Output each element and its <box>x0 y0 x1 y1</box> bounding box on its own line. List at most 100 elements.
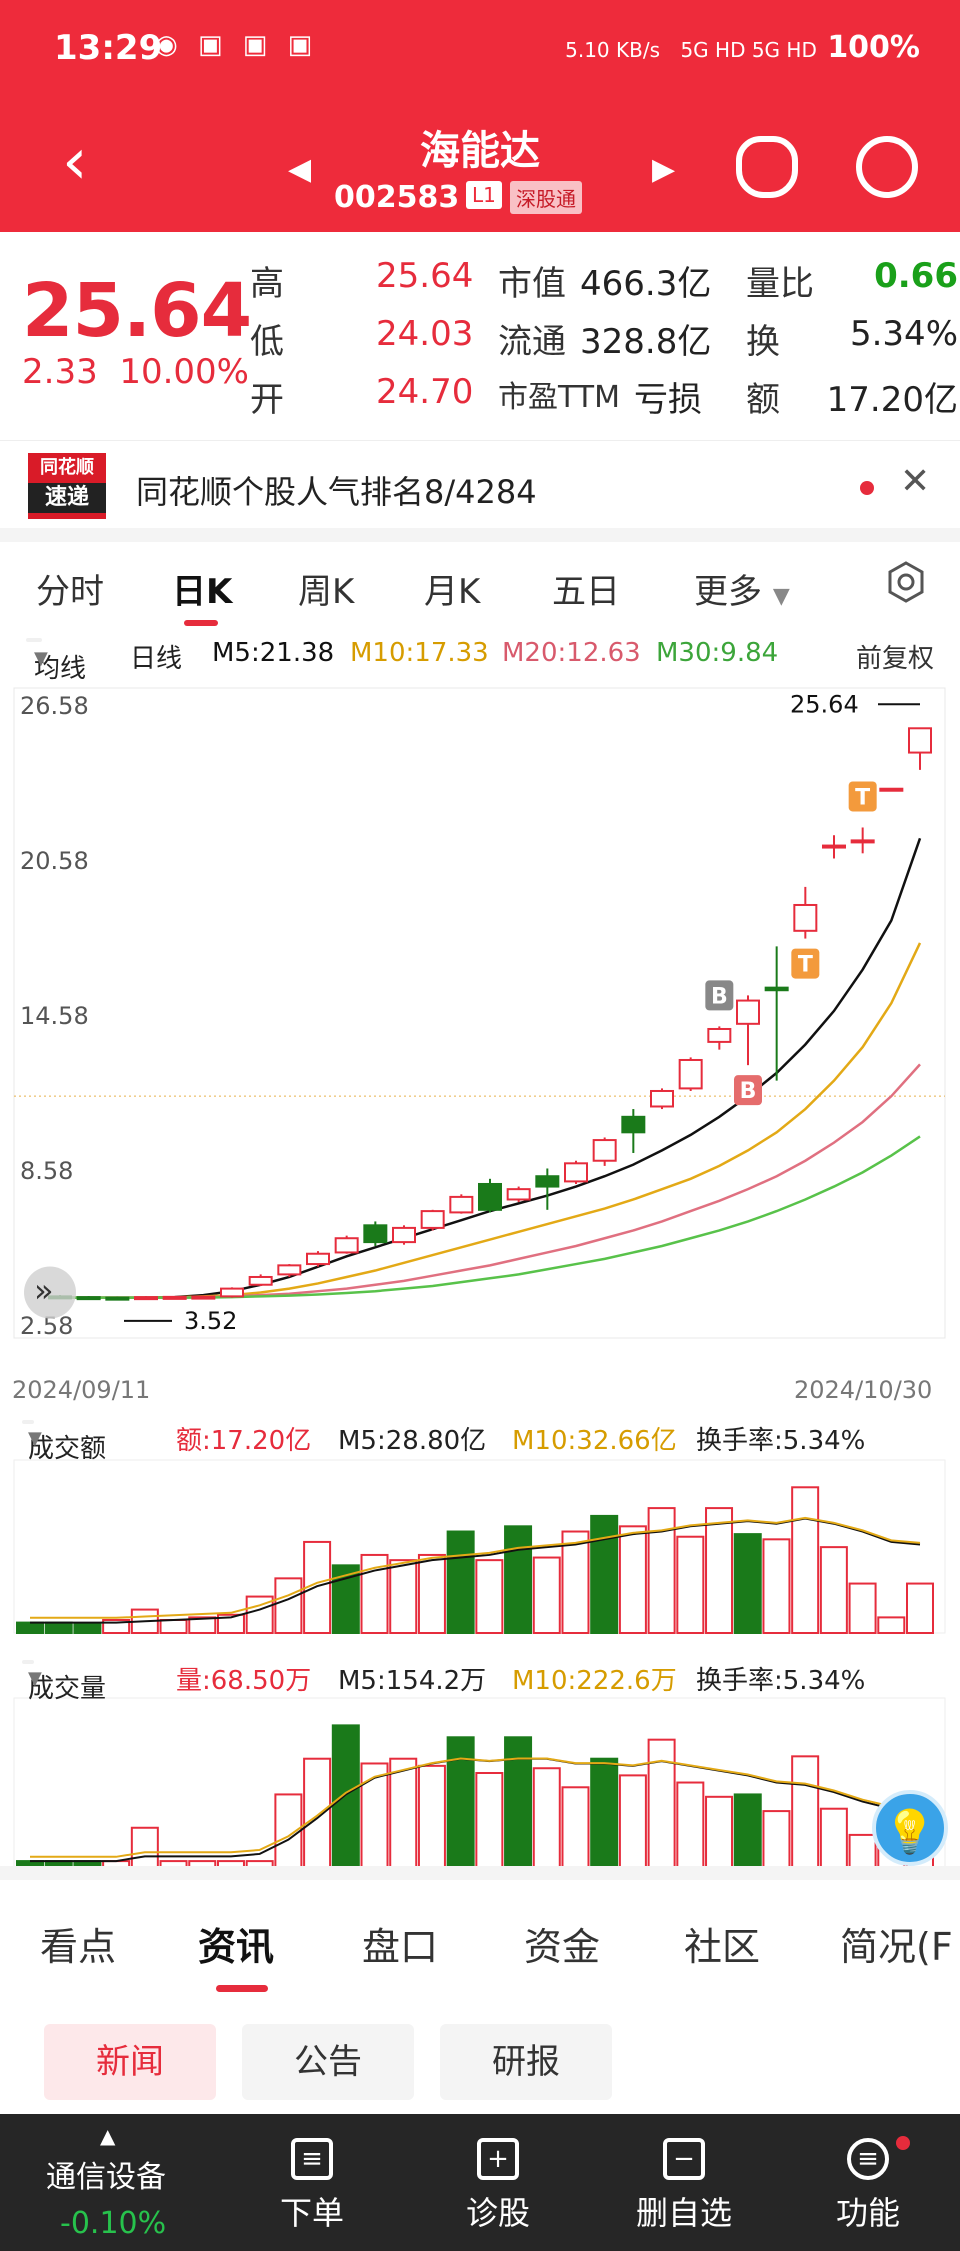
label-pe: 市盈TTM <box>498 380 621 415</box>
tab-daily-k[interactable]: 日K <box>172 572 233 612</box>
amount-bar <box>73 1622 102 1635</box>
divider <box>0 528 960 542</box>
tab-order-book[interactable]: 盘口 <box>362 1925 439 1969</box>
subtab-announcements[interactable]: 公告 <box>242 2024 414 2100</box>
trade-marker <box>848 781 877 812</box>
volume-bar <box>647 1738 676 1874</box>
chevron-down-icon: ▼ <box>34 648 48 669</box>
volume-m10: M10:222.6万 <box>512 1666 677 1696</box>
amount-bar <box>16 1621 44 1635</box>
value-market-cap: 466.3亿 <box>580 264 712 304</box>
amount-bar <box>532 1556 561 1635</box>
volume-bar <box>561 1786 590 1875</box>
amount-bar <box>475 1559 504 1635</box>
subtab-news[interactable]: 新闻 <box>44 2024 216 2100</box>
label-open: 开 <box>250 380 284 420</box>
volume-m5: M5:154.2万 <box>338 1666 487 1696</box>
level-badge: L1 <box>466 181 502 209</box>
volume-bar <box>762 1810 791 1874</box>
functions-button[interactable]: ≡ 功能 <box>808 2138 928 2234</box>
amount-bar <box>733 1533 762 1634</box>
value-pe: 亏损 <box>634 380 702 420</box>
label-float-cap: 流通 <box>498 322 566 362</box>
candle-body <box>736 999 760 1025</box>
amount-bar <box>791 1486 820 1634</box>
candle-body <box>822 844 846 849</box>
tab-monthly-k[interactable]: 月K <box>424 572 481 612</box>
trade-marker-label: B <box>740 1079 757 1104</box>
kline-chart[interactable]: 26.5820.5814.588.582.58BBTT25.643.52»202… <box>0 678 960 1878</box>
amount-bar <box>504 1525 533 1635</box>
trade-marker <box>791 948 820 979</box>
diagnose-icon: + <box>477 2138 519 2180</box>
market-badge: 深股通 <box>510 181 582 214</box>
trade-marker-label: T <box>798 953 813 978</box>
volume-bar <box>590 1757 619 1874</box>
label-volume-ratio: 量比 <box>746 264 814 304</box>
amount-value: 额:17.20亿 <box>176 1426 312 1456</box>
caret-up-icon[interactable]: ▲ <box>100 2124 116 2148</box>
header: 13:29 ◉ ▣ ▣ ▣ 5.10 KB/s 5G HD 5G HD 100%… <box>0 0 960 232</box>
next-stock-icon[interactable]: ▶ <box>652 152 676 187</box>
value-open: 24.70 <box>376 372 474 412</box>
popularity-banner[interactable]: 同花顺 速递 同花顺个股人气排名8/4284 ✕ <box>0 440 960 528</box>
volume-bar <box>532 1767 561 1874</box>
y-tick-label: 8.58 <box>20 1157 73 1185</box>
y-tick-label: 20.58 <box>20 847 89 875</box>
order-button[interactable]: ≡ 下单 <box>252 2138 372 2234</box>
tab-intraday[interactable]: 分时 <box>36 572 104 612</box>
notification-icons: ◉ ▣ ▣ ▣ <box>155 30 319 60</box>
tab-five-day[interactable]: 五日 <box>552 572 620 612</box>
adjust-mode[interactable]: 前复权 <box>856 644 935 674</box>
settings-icon[interactable] <box>884 560 928 604</box>
volume-value: 量:68.50万 <box>176 1666 312 1696</box>
ma10-value: M10:17.33 <box>350 638 489 668</box>
amount-bar <box>819 1546 848 1634</box>
volume-bar <box>360 1762 389 1875</box>
prev-stock-icon[interactable]: ◀ <box>288 152 312 187</box>
value-float-cap: 328.8亿 <box>580 322 712 362</box>
volume-selector[interactable]: 成交量 ▼ <box>22 1660 106 1704</box>
tab-capital[interactable]: 资金 <box>524 1925 601 1969</box>
price-change: 2.33 10.00% <box>22 352 249 392</box>
ma-selector[interactable]: 均线 ▼ <box>26 638 86 684</box>
lightbulb-icon[interactable]: 💡 <box>872 1790 948 1866</box>
amount-bar <box>389 1559 418 1635</box>
amount-selector[interactable]: 成交额 ▼ <box>22 1420 106 1464</box>
remove-watchlist-button[interactable]: − 删自选 <box>624 2138 744 2234</box>
candle-body <box>76 1296 101 1301</box>
expand-icon-glyph: » <box>34 1271 54 1309</box>
tab-weekly-k[interactable]: 周K <box>298 572 355 612</box>
price-panel-frame <box>13 687 946 1339</box>
unread-dot <box>860 481 874 495</box>
volume-bar <box>475 1772 504 1874</box>
amount-bar <box>877 1616 906 1635</box>
label-market-cap: 市值 <box>498 264 566 304</box>
community-icon[interactable] <box>736 136 798 198</box>
tab-more[interactable]: 更多 ▼ <box>694 572 790 612</box>
tab-highlights[interactable]: 看点 <box>40 1925 117 1969</box>
value-turnover: 5.34% <box>849 314 958 354</box>
sector-name[interactable]: 通信设备 <box>46 2160 166 2195</box>
tab-community[interactable]: 社区 <box>684 1925 761 1969</box>
value-high: 25.64 <box>376 256 474 296</box>
signal-icon: 5G HD 5G HD <box>680 38 817 62</box>
trade-marker <box>734 1075 762 1106</box>
tab-profile[interactable]: 简况(F <box>840 1925 953 1969</box>
trade-marker-label: T <box>855 785 870 810</box>
candle-body <box>793 903 818 932</box>
tab-news-info[interactable]: 资讯 <box>198 1925 275 1969</box>
x-tick-label: 2024/10/30 <box>794 1376 932 1404</box>
candle-body <box>334 1237 359 1254</box>
m30-line <box>60 1135 921 1299</box>
close-icon[interactable]: ✕ <box>900 461 931 502</box>
search-icon[interactable] <box>856 136 918 198</box>
back-icon[interactable]: ‹ <box>62 125 88 199</box>
trade-marker <box>705 980 734 1011</box>
chevron-down-icon: ▼ <box>28 1428 42 1449</box>
subtab-research[interactable]: 研报 <box>440 2024 612 2100</box>
trade-marker-label: B <box>711 984 728 1009</box>
candle-body <box>506 1188 531 1201</box>
candle-body <box>678 1058 703 1090</box>
diagnose-button[interactable]: + 诊股 <box>438 2138 558 2234</box>
